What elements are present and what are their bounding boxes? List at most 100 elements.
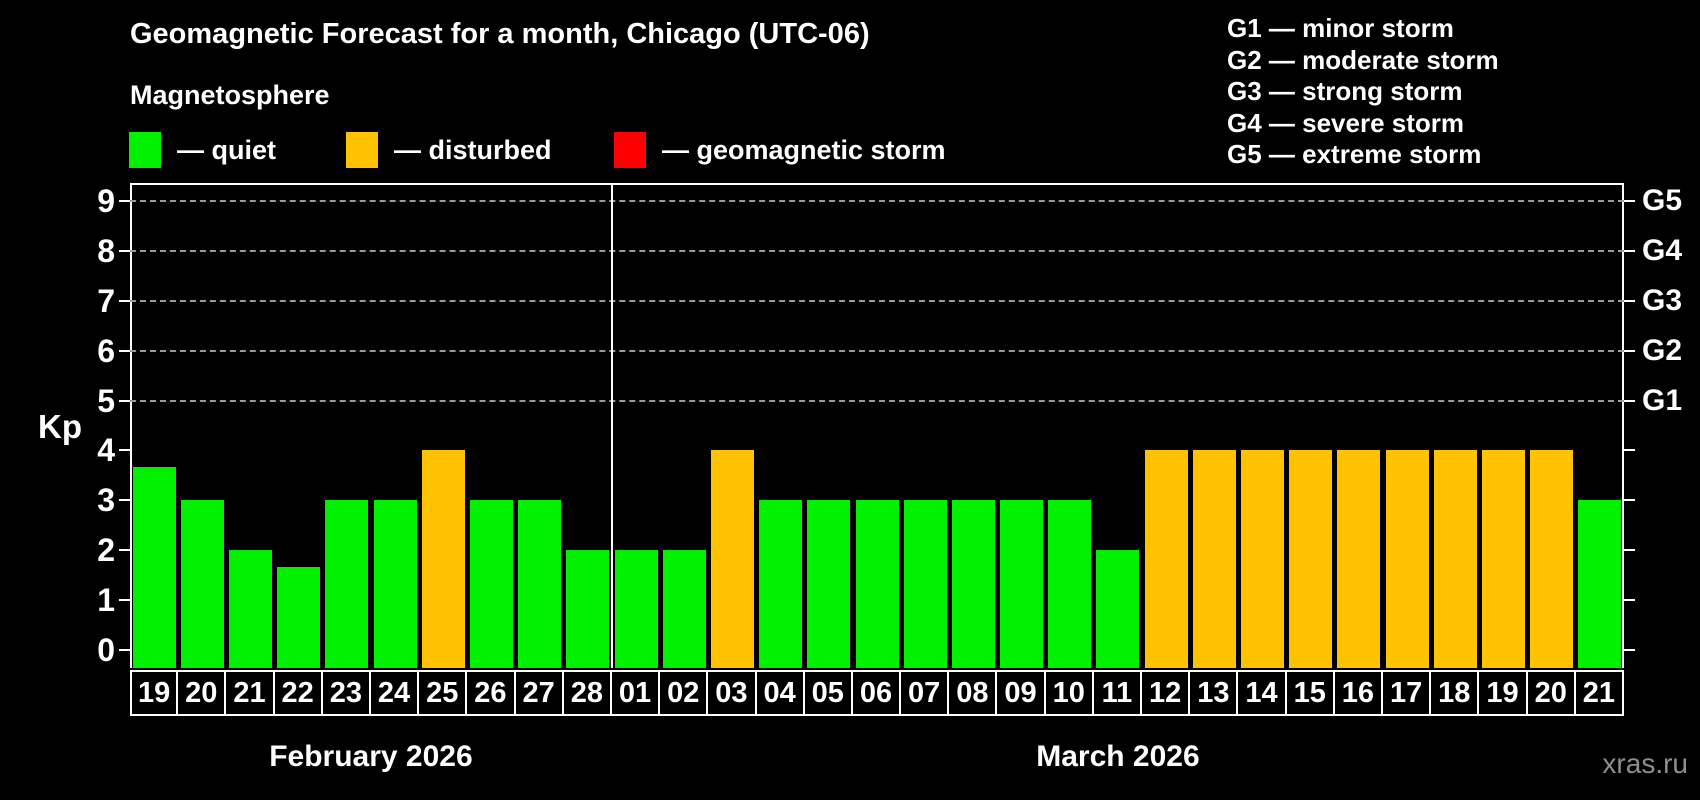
gridline-kp8 [130, 249, 1624, 252]
y-tick-label-2: 2 [97, 532, 115, 569]
kp-bar-march-06 [855, 500, 899, 668]
right-axis-tick-6 [1624, 349, 1635, 352]
kp-bar-march-08 [951, 500, 995, 668]
watermark: xras.ru [1602, 748, 1688, 779]
date-label-february-24: 24 [368, 670, 420, 716]
left-axis-tick-4 [119, 449, 130, 452]
kp-bar-march-17 [1385, 450, 1429, 668]
date-label-march-18: 18 [1429, 670, 1480, 716]
kp-bar-march-15 [1289, 450, 1333, 668]
month-label-february: February 2026 [269, 740, 473, 773]
y-tick-label-6: 6 [97, 332, 115, 369]
date-label-march-09: 09 [995, 670, 1046, 716]
g-scale-legend: G1 — minor storm G2 — moderate storm G3 … [1227, 13, 1499, 171]
date-label-march-10: 10 [1043, 670, 1094, 716]
y-tick-label-1: 1 [97, 582, 115, 619]
magnetosphere-subtitle: Magnetosphere [130, 80, 330, 110]
date-label-march-19: 19 [1477, 670, 1528, 716]
y-tick-label-4: 4 [97, 432, 115, 469]
legend-item-disturbed: — disturbed [346, 131, 552, 169]
storm-color-swatch [614, 132, 646, 168]
plot-area [130, 183, 1624, 668]
kp-bar-february-25 [421, 450, 465, 668]
date-label-february-26: 26 [465, 670, 516, 716]
date-label-march-15: 15 [1284, 670, 1335, 716]
y-tick-label-7: 7 [97, 282, 115, 319]
gridline-kp6 [130, 349, 1624, 352]
kp-bar-march-18 [1433, 450, 1477, 668]
legend-storm-label: — geomagnetic storm [662, 134, 946, 165]
kp-bar-march-19 [1482, 450, 1526, 668]
right-axis-label-g2: G2 [1642, 333, 1683, 367]
kp-bar-march-14 [1241, 450, 1285, 668]
date-label-march-14: 14 [1236, 670, 1287, 716]
date-label-march-12: 12 [1140, 670, 1191, 716]
legend-quiet-label: — quiet [177, 134, 276, 165]
left-axis-tick-9 [119, 199, 130, 202]
right-axis-label-g1: G1 [1642, 383, 1683, 417]
kp-bar-february-22 [277, 566, 321, 668]
date-label-february-22: 22 [272, 670, 323, 716]
legend-item-storm: — geomagnetic storm [614, 131, 946, 169]
date-label-february-20: 20 [176, 670, 227, 716]
date-label-march-02: 02 [658, 670, 709, 716]
disturbed-color-swatch [346, 132, 378, 168]
date-label-march-11: 11 [1091, 670, 1143, 716]
g5-legend-line: G5 — extreme storm [1227, 139, 1482, 169]
date-label-march-16: 16 [1332, 670, 1384, 716]
right-axis-tick-7 [1624, 299, 1635, 302]
date-label-march-13: 13 [1188, 670, 1239, 716]
kp-bar-march-07 [903, 500, 947, 668]
date-label-march-05: 05 [802, 670, 853, 716]
kp-bar-march-13 [1192, 450, 1236, 668]
kp-bar-march-16 [1337, 450, 1381, 668]
y-tick-label-3: 3 [97, 482, 115, 519]
left-axis-tick-5 [119, 399, 130, 402]
left-axis-tick-3 [119, 499, 130, 502]
right-axis-label-g4: G4 [1642, 233, 1683, 267]
month-label-march: March 2026 [1036, 740, 1200, 773]
gridline-kp9 [130, 199, 1624, 202]
date-label-february-21: 21 [224, 670, 275, 716]
kp-bar-february-24 [373, 500, 417, 668]
kp-bar-march-04 [759, 500, 803, 668]
date-label-march-03: 03 [706, 670, 757, 716]
right-axis-label-g5: G5 [1642, 183, 1683, 217]
kp-bar-march-01 [614, 550, 658, 668]
y-axis-title: Kp [38, 408, 82, 445]
kp-bar-march-09 [1000, 500, 1044, 668]
right-axis-tick-8 [1624, 249, 1635, 252]
date-label-february-25: 25 [417, 670, 468, 716]
legend-item-quiet: — quiet [129, 131, 276, 169]
date-label-february-28: 28 [561, 670, 612, 716]
right-axis-tick-4 [1624, 449, 1635, 452]
kp-bar-march-12 [1144, 450, 1188, 668]
kp-bar-february-20 [180, 500, 224, 668]
kp-bar-february-19 [132, 466, 176, 668]
left-axis-tick-7 [119, 299, 130, 302]
date-label-february-27: 27 [513, 670, 564, 716]
g1-legend-line: G1 — minor storm [1227, 13, 1454, 43]
date-label-march-01: 01 [609, 670, 661, 716]
date-label-march-04: 04 [754, 670, 805, 716]
kp-bar-february-21 [228, 550, 272, 668]
right-axis-tick-9 [1624, 199, 1635, 202]
y-tick-label-5: 5 [97, 382, 115, 419]
kp-bar-march-20 [1530, 450, 1574, 668]
g4-legend-line: G4 — severe storm [1227, 107, 1465, 138]
page-title: Geomagnetic Forecast for a month, Chicag… [130, 18, 870, 50]
right-axis-tick-3 [1624, 499, 1635, 502]
right-axis-tick-0 [1624, 649, 1635, 651]
y-tick-label-9: 9 [97, 182, 115, 219]
kp-bar-march-05 [807, 500, 851, 668]
kp-bar-march-10 [1048, 500, 1092, 668]
left-axis-tick-1 [119, 599, 130, 602]
g3-legend-line: G3 — strong storm [1227, 76, 1463, 106]
date-label-march-08: 08 [947, 670, 998, 716]
kp-bar-march-21 [1578, 500, 1622, 668]
y-tick-label-8: 8 [97, 232, 115, 269]
kp-bar-march-11 [1096, 550, 1140, 668]
gridline-kp7 [130, 299, 1624, 302]
date-label-march-20: 20 [1525, 670, 1576, 716]
